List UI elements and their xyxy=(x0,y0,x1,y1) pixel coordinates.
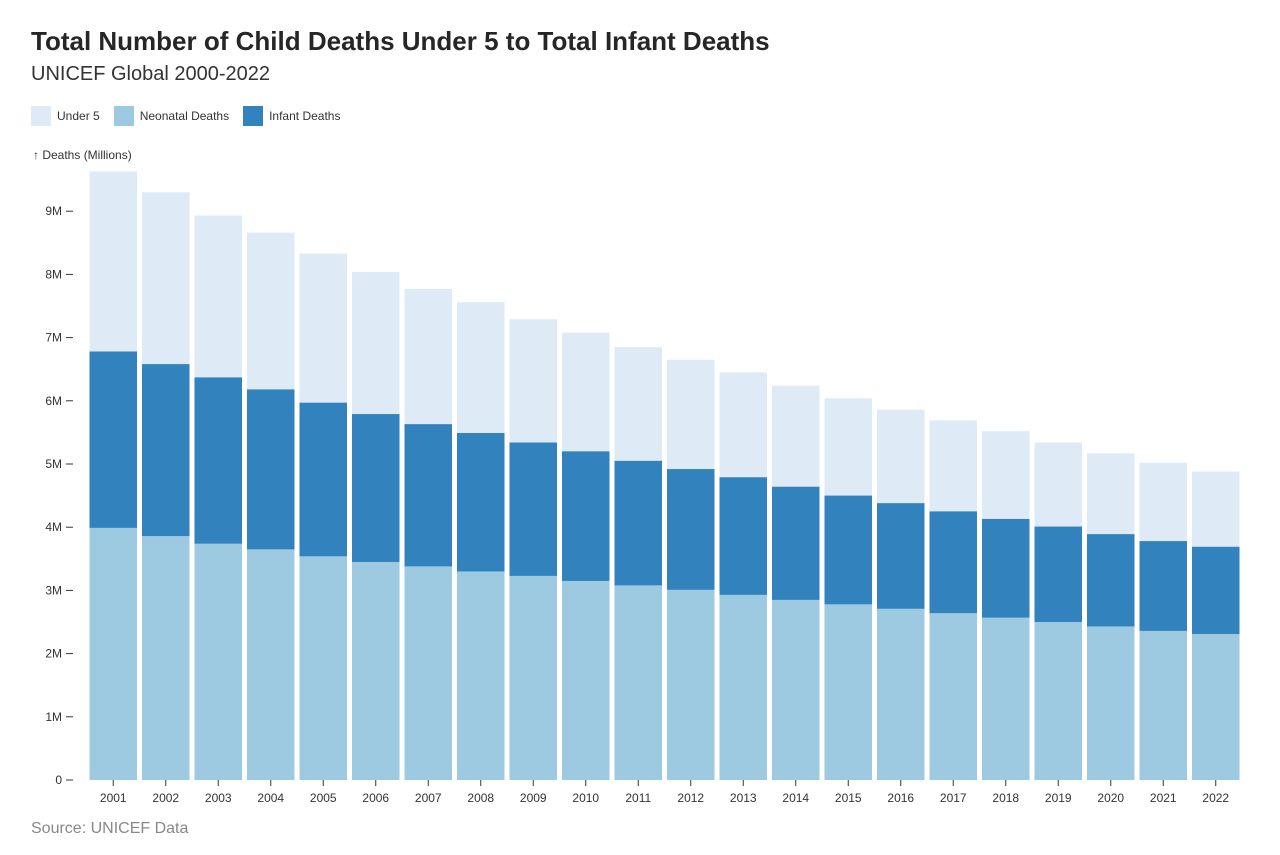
bar-neonatal-deaths-2012 xyxy=(667,589,715,780)
legend-swatch-infant-deaths xyxy=(243,106,264,126)
bar-neonatal-deaths-2015 xyxy=(824,604,872,780)
legend-swatch-under-5 xyxy=(31,106,51,126)
legend-item-under-5: Under 5 xyxy=(31,106,100,126)
legend-swatch-neonatal-deaths xyxy=(113,106,134,126)
y-axis-label: ↑ Deaths (Millions) xyxy=(33,148,132,162)
y-tick-label: 7M xyxy=(45,331,62,345)
x-tick-label: 2001 xyxy=(100,791,127,805)
bar-neonatal-deaths-2011 xyxy=(614,585,662,780)
x-tick-label: 2009 xyxy=(520,791,547,805)
x-tick-label: 2012 xyxy=(677,791,704,805)
x-tick-label: 2003 xyxy=(205,791,232,805)
source-note: Source: UNICEF Data xyxy=(31,820,189,837)
bar-neonatal-deaths-2010 xyxy=(562,580,610,780)
y-tick-label: 4M xyxy=(45,520,62,534)
y-tick-label: 1M xyxy=(45,710,62,724)
bar-neonatal-deaths-2002 xyxy=(142,536,190,780)
y-tick-label: 5M xyxy=(45,457,62,471)
x-tick-label: 2014 xyxy=(782,791,809,805)
bar-neonatal-deaths-2019 xyxy=(1034,622,1082,780)
legend-item-infant-deaths: Infant Deaths xyxy=(243,106,340,126)
bar-neonatal-deaths-2004 xyxy=(247,549,295,780)
x-tick-label: 2006 xyxy=(362,791,389,805)
y-tick-label: 3M xyxy=(45,583,62,597)
legend-label-infant-deaths: Infant Deaths xyxy=(269,109,341,123)
bar-neonatal-deaths-2008 xyxy=(457,571,505,780)
x-tick-label: 2015 xyxy=(835,791,862,805)
legend-label-under-5: Under 5 xyxy=(57,109,100,123)
x-tick-label: 2007 xyxy=(415,791,442,805)
chart-title: Total Number of Child Deaths Under 5 to … xyxy=(31,26,770,56)
x-tick-label: 2022 xyxy=(1202,791,1229,805)
bar-neonatal-deaths-2005 xyxy=(299,556,347,780)
bar-neonatal-deaths-2007 xyxy=(404,566,452,780)
x-tick-label: 2018 xyxy=(992,791,1019,805)
x-tick-label: 2011 xyxy=(625,791,651,805)
bar-neonatal-deaths-2022 xyxy=(1192,634,1240,780)
x-tick-label: 2002 xyxy=(152,791,179,805)
x-tick-label: 2010 xyxy=(572,791,599,805)
x-tick-label: 2013 xyxy=(730,791,757,805)
bar-neonatal-deaths-2001 xyxy=(89,527,137,780)
bar-neonatal-deaths-2013 xyxy=(719,594,767,780)
bar-neonatal-deaths-2003 xyxy=(194,543,242,780)
x-tick-label: 2008 xyxy=(467,791,494,805)
x-tick-label: 2017 xyxy=(940,791,967,805)
x-tick-label: 2004 xyxy=(257,791,284,805)
x-tick-label: 2020 xyxy=(1097,791,1124,805)
bar-neonatal-deaths-2014 xyxy=(772,599,820,780)
y-tick-label: 8M xyxy=(45,267,62,281)
bar-neonatal-deaths-2006 xyxy=(352,561,400,780)
chart-subtitle: UNICEF Global 2000-2022 xyxy=(31,63,271,85)
bar-neonatal-deaths-2009 xyxy=(509,575,557,780)
bar-neonatal-deaths-2020 xyxy=(1087,626,1135,780)
y-tick-label: 0 xyxy=(55,773,62,787)
x-tick-label: 2021 xyxy=(1150,791,1177,805)
x-tick-label: 2019 xyxy=(1045,791,1072,805)
x-tick-label: 2005 xyxy=(310,791,337,805)
bar-neonatal-deaths-2017 xyxy=(929,613,977,780)
y-tick-label: 9M xyxy=(45,204,62,218)
x-tick-label: 2016 xyxy=(887,791,914,805)
y-tick-label: 2M xyxy=(45,647,62,661)
bar-neonatal-deaths-2018 xyxy=(982,617,1030,780)
legend-label-neonatal-deaths: Neonatal Deaths xyxy=(139,109,230,123)
bar-neonatal-deaths-2016 xyxy=(877,608,925,780)
bar-neonatal-deaths-2021 xyxy=(1139,630,1187,780)
legend-item-neonatal-deaths: Neonatal Deaths xyxy=(113,106,230,126)
legend: Under 5 Neonatal Deaths Infant Deaths xyxy=(31,106,354,126)
y-tick-label: 6M xyxy=(45,394,62,408)
